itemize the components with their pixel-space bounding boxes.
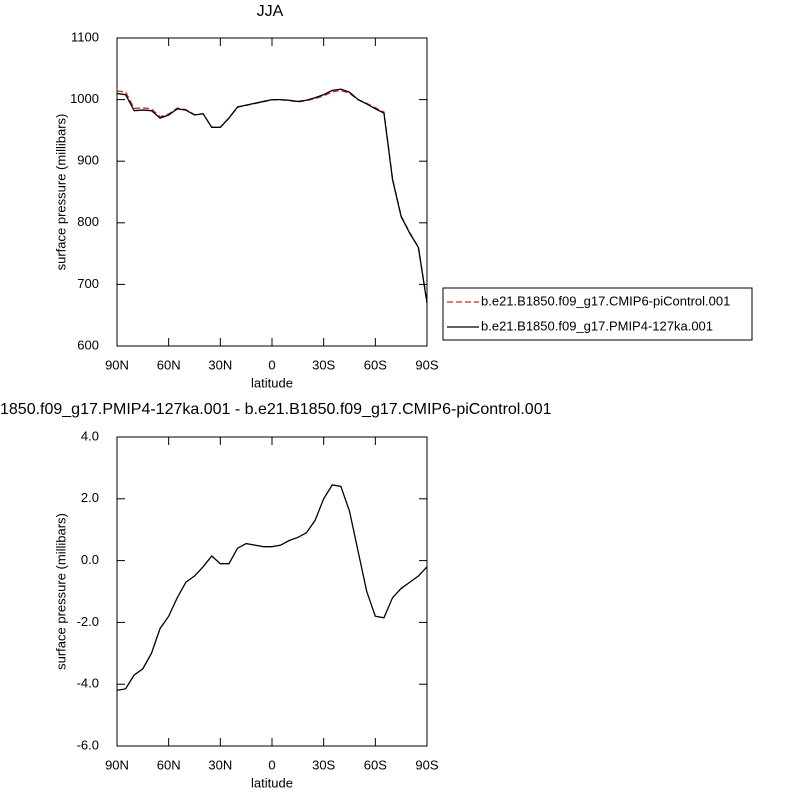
x-tick-label: 30N bbox=[208, 357, 232, 372]
legend-box bbox=[442, 287, 753, 341]
chart-title: JJA bbox=[257, 3, 284, 20]
x-axis-label: latitude bbox=[251, 375, 293, 390]
x-tick-label: 0 bbox=[268, 757, 275, 772]
x-tick-label: 30N bbox=[208, 757, 232, 772]
x-tick-label: 90N bbox=[105, 357, 129, 372]
x-tick-label: 60S bbox=[364, 757, 387, 772]
y-tick-label: 1000 bbox=[70, 91, 99, 106]
chart-title: 1850.f09_g17.PMIP4-127ka.001 - b.e21.B18… bbox=[0, 401, 552, 418]
y-tick-label: -6.0 bbox=[77, 737, 99, 752]
legend-label: b.e21.B1850.f09_g17.CMIP6-piControl.001 bbox=[481, 293, 730, 308]
data-line bbox=[116, 89, 428, 303]
x-tick-label: 60S bbox=[364, 357, 387, 372]
y-axis-label: surface pressure (millibars) bbox=[53, 114, 68, 271]
x-tick-label: 0 bbox=[268, 357, 275, 372]
x-tick-label: 30S bbox=[312, 757, 335, 772]
y-tick-label: 800 bbox=[77, 214, 99, 229]
y-tick-label: 2.0 bbox=[81, 490, 99, 505]
x-tick-label: 60N bbox=[157, 357, 181, 372]
y-tick-label: 900 bbox=[77, 153, 99, 168]
legend-label: b.e21.B1850.f09_g17.PMIP4-127ka.001 bbox=[481, 318, 713, 333]
data-line bbox=[116, 484, 428, 692]
x-tick-label: 90S bbox=[415, 357, 438, 372]
x-tick-label: 30S bbox=[312, 357, 335, 372]
y-tick-label: 0.0 bbox=[81, 552, 99, 567]
plot-frame bbox=[116, 436, 428, 747]
y-tick-label: 600 bbox=[77, 337, 99, 352]
plot-frame bbox=[116, 37, 428, 347]
x-tick-label: 90N bbox=[105, 757, 129, 772]
y-tick-label: 700 bbox=[77, 276, 99, 291]
data-line bbox=[116, 88, 428, 303]
y-tick-label: 1100 bbox=[71, 29, 99, 44]
x-tick-label: 60N bbox=[157, 757, 181, 772]
y-axis-label: surface pressure (millibars) bbox=[53, 513, 68, 670]
y-tick-label: -4.0 bbox=[77, 676, 99, 691]
y-tick-label: -2.0 bbox=[77, 614, 99, 629]
x-tick-label: 90S bbox=[415, 757, 438, 772]
x-axis-label: latitude bbox=[251, 775, 293, 790]
y-tick-label: 4.0 bbox=[81, 428, 99, 443]
